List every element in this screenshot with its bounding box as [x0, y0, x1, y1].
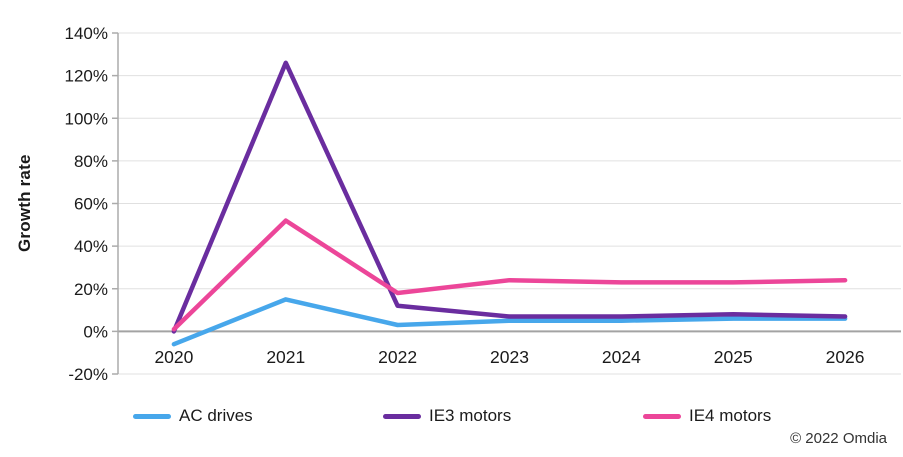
x-tick-label: 2026: [826, 347, 865, 367]
y-tick-label: -20%: [68, 365, 108, 384]
y-tick-label: 40%: [74, 237, 108, 256]
legend-marker: [383, 413, 421, 419]
y-tick-label: 0%: [83, 322, 108, 341]
y-tick-label: 20%: [74, 280, 108, 299]
y-tick-label: 60%: [74, 195, 108, 214]
legend-label: AC drives: [179, 406, 253, 425]
y-tick-label: 100%: [65, 109, 108, 128]
copyright: © 2022 Omdia: [790, 430, 887, 447]
legend-item-ac-drives: AC drives: [133, 404, 253, 428]
legend-item-ie3-motors: IE3 motors: [383, 404, 511, 428]
legend-label: IE3 motors: [429, 406, 512, 425]
x-tick-label: 2020: [154, 347, 193, 367]
legend-label: IE4 motors: [689, 406, 772, 425]
y-tick-label: 120%: [65, 67, 108, 86]
series-line-ie4-motors: [171, 218, 848, 332]
series-line-ac-drives: [171, 297, 848, 347]
x-tick-label: 2022: [378, 347, 417, 367]
x-tick-label: 2023: [490, 347, 529, 367]
series-line-ie3-motors: [171, 60, 848, 334]
legend-item-ie4-motors: IE4 motors: [643, 404, 771, 428]
x-tick-label: 2025: [714, 347, 753, 367]
x-tick-label: 2021: [266, 347, 305, 367]
y-tick-label: 80%: [74, 152, 108, 171]
y-tick-label: 140%: [65, 24, 108, 43]
legend-marker: [643, 413, 681, 419]
legend: AC drives IE3 motors IE4 motors: [0, 404, 903, 428]
x-tick-label: 2024: [602, 347, 641, 367]
legend-marker: [133, 413, 171, 419]
